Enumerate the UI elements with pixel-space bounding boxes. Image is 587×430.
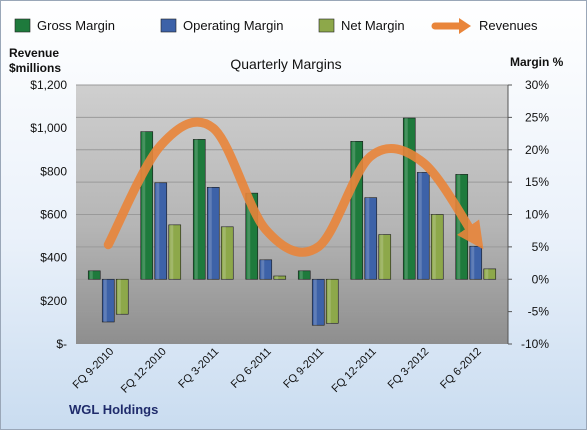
- legend-item-gross-margin: Gross Margin: [14, 18, 115, 33]
- left-tick-label: $1,000: [30, 121, 67, 135]
- left-axis-title-line1: Revenue: [9, 46, 59, 60]
- x-tick-label: FQ 6-2011: [229, 346, 274, 391]
- bar-operating-margin: [154, 182, 168, 280]
- legend-label: Gross Margin: [37, 18, 115, 33]
- legend-item-operating-margin: Operating Margin: [160, 18, 283, 33]
- right-tick-label: 25%: [525, 110, 549, 124]
- bar-operating-margin: [364, 197, 378, 280]
- legend-item-net-margin: Net Margin: [318, 18, 405, 33]
- right-tick-label: 15%: [525, 175, 549, 189]
- legend-label: Operating Margin: [183, 18, 283, 33]
- legend-label: Revenues: [479, 18, 538, 33]
- bar-net-margin: [378, 234, 392, 280]
- bar-operating-margin: [206, 187, 220, 280]
- legend-label: Net Margin: [341, 18, 405, 33]
- bar-operating-margin: [469, 245, 483, 280]
- right-tick-label: -10%: [521, 337, 549, 351]
- left-tick-label: $-: [56, 337, 67, 351]
- x-tick-label: FQ 3-2012: [386, 346, 432, 392]
- x-tick-label: FQ 9-2011: [281, 346, 326, 391]
- bar-net-margin: [168, 224, 182, 280]
- bar-gross-margin: [297, 270, 311, 280]
- right-tick-label: 20%: [525, 143, 549, 157]
- right-tick-label: 10%: [525, 208, 549, 222]
- x-tick-label: FQ 12-2011: [329, 346, 378, 395]
- bar-operating-margin: [259, 259, 273, 280]
- bar-gross-margin: [402, 117, 416, 280]
- left-tick-label: $600: [40, 208, 67, 222]
- x-tick-label: FQ 12-2010: [119, 346, 169, 396]
- revenue-line: [103, 117, 484, 257]
- bar-net-margin: [325, 278, 339, 324]
- bar-net-margin: [115, 278, 129, 315]
- left-axis-ticks: $- $200 $400 $600 $800 $1,000 $1,200: [30, 78, 67, 351]
- left-tick-label: $400: [40, 251, 67, 265]
- right-axis-ticks: -10% -5% 0% 5% 10% 15% 20% 25% 30%: [507, 78, 550, 351]
- right-tick-label: 30%: [525, 78, 549, 92]
- left-tick-label: $1,200: [30, 78, 67, 92]
- bar-operating-margin: [311, 278, 325, 326]
- left-axis-title-line2: $millions: [9, 61, 61, 75]
- left-tick-label: $200: [40, 294, 67, 308]
- legend: Gross Margin Operating Margin Net Margin Re…: [14, 18, 538, 34]
- company-name: WGL Holdings: [69, 402, 158, 417]
- x-axis-ticks: FQ 9-2010 FQ 12-2010 FQ 3-2011 FQ 6-2011 FQ …: [71, 346, 484, 396]
- right-axis-title: Margin %: [510, 55, 564, 69]
- x-tick-label: FQ 3-2011: [176, 346, 221, 391]
- bar-net-margin: [273, 275, 287, 280]
- bar-gross-margin: [192, 139, 206, 280]
- bar-gross-margin: [87, 270, 101, 280]
- x-tick-label: FQ 9-2010: [71, 346, 117, 392]
- right-tick-label: -5%: [528, 305, 550, 319]
- bar-net-margin: [220, 226, 234, 280]
- revenues-series-line: [103, 117, 484, 257]
- bar-net-margin: [483, 268, 497, 280]
- bar-net-margin: [430, 214, 444, 280]
- x-tick-label: FQ 6-2012: [438, 346, 484, 392]
- legend-item-revenues: Revenues: [431, 18, 538, 34]
- bar-operating-margin: [101, 278, 115, 323]
- right-tick-label: 5%: [532, 240, 550, 254]
- chart-title: Quarterly Margins: [230, 56, 341, 72]
- bar-operating-margin: [416, 172, 430, 280]
- right-tick-label: 0%: [532, 272, 550, 286]
- left-tick-label: $800: [40, 164, 67, 178]
